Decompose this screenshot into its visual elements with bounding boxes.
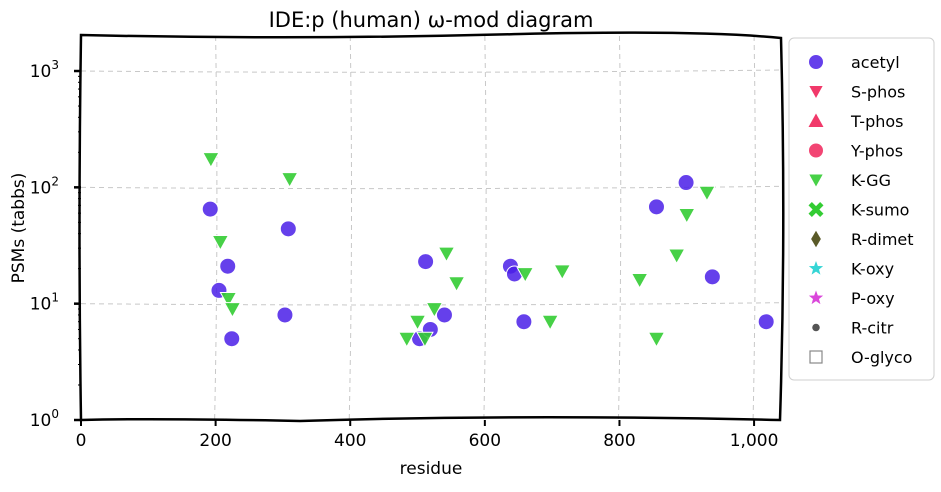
y-grid-line <box>80 69 782 73</box>
legend-label-acetyl: acetyl <box>851 53 900 72</box>
x-axis-ticks: 0 200 400 600 800 1,000 <box>76 420 779 451</box>
x-tick-label: 600 <box>469 431 501 451</box>
y-tick-label: 101 <box>30 291 59 315</box>
data-point-acetyl <box>276 306 294 324</box>
data-point-acetyl <box>515 313 533 331</box>
y-grid-line <box>80 302 782 306</box>
data-point-acetyl <box>219 257 237 275</box>
data-point-k-gg <box>698 185 716 202</box>
plot-frame <box>78 31 785 423</box>
data-point-acetyl <box>677 174 695 192</box>
data-point-acetyl <box>435 306 453 324</box>
data-point-k-gg <box>425 302 444 319</box>
data-point-k-gg <box>223 302 242 319</box>
data-point-k-gg <box>447 276 466 293</box>
legend-marker-s-phos <box>807 85 825 101</box>
legend-marker-k-gg <box>807 173 825 189</box>
data-point-k-gg <box>416 331 434 348</box>
legend-marker-p-oxy <box>808 290 824 305</box>
x-grid-line <box>348 35 353 421</box>
data-point-k-gg <box>667 248 686 265</box>
legend-label-k-gg: K-GG <box>851 171 891 190</box>
legend-label-s-phos: S-phos <box>851 83 905 102</box>
legend-box <box>788 37 935 381</box>
grid <box>80 35 782 421</box>
data-point-k-gg <box>397 331 416 348</box>
data-point-k-gg <box>647 331 666 348</box>
chart-title: IDE:p (human) ω-mod diagram <box>269 8 594 32</box>
data-point-k-gg <box>408 314 427 331</box>
x-tick-label: 1,000 <box>730 431 779 451</box>
x-grid-line <box>483 35 487 421</box>
x-grid-line <box>617 35 622 421</box>
y-axis-label: PSMs (tabbs) <box>9 173 29 284</box>
legend-marker-k-sumo <box>808 202 824 217</box>
data-point-k-gg <box>553 264 572 281</box>
x-tick-label: 0 <box>76 431 87 451</box>
data-point-k-gg <box>202 152 220 169</box>
legend-marker-acetyl <box>808 54 824 70</box>
data-points <box>201 152 775 348</box>
x-grid-line <box>752 35 756 421</box>
y-grid-line <box>80 185 782 190</box>
legend-marker-r-dimet <box>811 230 821 248</box>
y-tick-label: 100 <box>30 407 59 431</box>
data-point-k-gg <box>541 314 559 331</box>
legend-label-o-glyco: O-glyco <box>851 348 912 367</box>
x-tick-label: 200 <box>199 431 231 451</box>
legend-marker-t-phos <box>808 113 824 127</box>
data-point-k-gg <box>219 291 238 308</box>
legend: acetyl S-phos T-phos Y-phos K-GG K-sumo R-dime… <box>788 37 935 381</box>
data-point-k-gg <box>437 246 456 263</box>
data-point-acetyl <box>703 268 721 286</box>
legend-marker-y-phos <box>808 142 824 159</box>
legend-label-y-phos: Y-phos <box>850 142 903 161</box>
x-tick-label: 800 <box>603 431 635 451</box>
data-point-k-gg <box>280 172 299 189</box>
data-point-acetyl <box>279 220 297 238</box>
legend-label-r-dimet: R-dimet <box>851 230 914 249</box>
data-point-acetyl <box>757 313 775 331</box>
y-axis-ticks: 100 101 102 103 <box>30 58 81 431</box>
legend-marker-o-glyco <box>809 350 823 364</box>
y-tick-label: 103 <box>30 58 59 82</box>
legend-label-k-oxy: K-oxy <box>851 260 894 279</box>
data-point-acetyl <box>647 198 665 216</box>
x-grid-line <box>214 35 218 421</box>
legend-label-r-citr: R-citr <box>851 319 894 338</box>
data-point-k-gg <box>677 207 696 224</box>
legend-label-k-sumo: K-sumo <box>851 201 909 220</box>
legend-marker-k-oxy <box>808 261 824 275</box>
y-tick-label: 102 <box>30 174 59 198</box>
legend-label-t-phos: T-phos <box>850 112 904 131</box>
data-point-k-gg <box>630 273 649 289</box>
legend-marker-r-citr <box>812 323 820 332</box>
data-point-k-gg <box>516 267 535 284</box>
data-point-k-gg <box>211 234 230 251</box>
data-point-acetyl <box>223 330 241 348</box>
legend-label-p-oxy: P-oxy <box>851 289 895 308</box>
data-point-acetyl <box>201 200 219 218</box>
data-point-acetyl <box>417 253 435 271</box>
x-axis-label: residue <box>400 459 463 479</box>
x-tick-label: 400 <box>334 431 366 451</box>
